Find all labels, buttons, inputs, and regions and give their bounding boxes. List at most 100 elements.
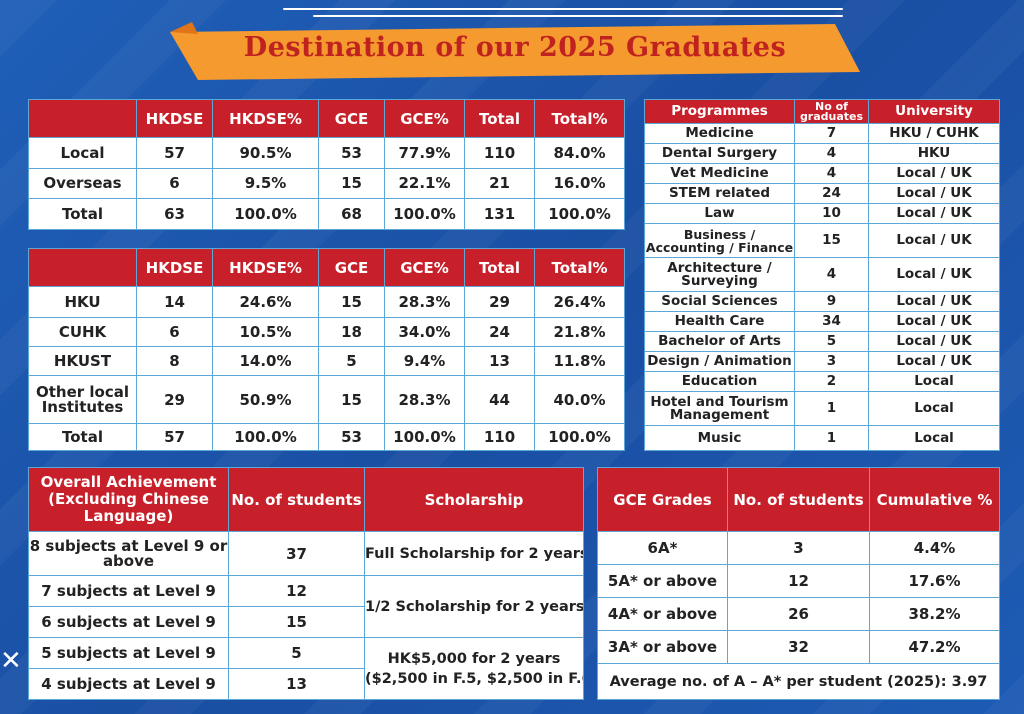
table-cell: 84.0% (534, 137, 625, 169)
local-university-table: HKDSE HKDSE% GCE GCE% Total Total% HKU 1… (28, 248, 625, 451)
table-row: Total 57 100.0% 53 100.0% 110 100.0% (28, 423, 625, 451)
table-cell: 16.0% (534, 167, 625, 200)
table-cell: Local / UK (868, 351, 1000, 372)
row-label: CUHK (28, 317, 137, 347)
programme-name: Architecture / Surveying (644, 257, 795, 292)
table-cell: 32 (727, 630, 870, 664)
decorative-lines (283, 8, 843, 22)
table-cell: 13 (464, 346, 535, 376)
table-cell: 17.6% (869, 564, 1000, 598)
table-cell: 28.3% (384, 286, 465, 318)
table-row: 6A* 3 4.4% (597, 531, 1000, 565)
table-row: 4A* or above 26 38.2% (597, 597, 1000, 631)
table-row: Overseas 6 9.5% 15 22.1% 21 16.0% (28, 167, 625, 200)
scholarship-cash-line2: ($2,500 in F.5, $2,500 in F.6) (365, 670, 584, 687)
table-cell: 44 (464, 375, 535, 424)
scholarship-full: Full Scholarship for 2 years (364, 531, 584, 576)
table-cell: 4.4% (869, 531, 1000, 565)
table-cell: 15 (318, 167, 385, 200)
table-cell: 9.5% (212, 167, 319, 200)
programme-name: Dental Surgery (644, 143, 795, 164)
programme-name: Hotel and Tourism Management (644, 391, 795, 426)
table-row: Law 10 Local / UK (644, 203, 1000, 224)
column-header: Programmes (644, 99, 795, 124)
column-header: HKDSE% (212, 99, 319, 138)
column-header: No of graduates (794, 99, 869, 124)
table-cell: 131 (464, 198, 535, 230)
table-row: Architecture / Surveying 4 Local / UK (644, 257, 1000, 292)
table-cell: 6 (136, 167, 213, 200)
table-cell: 1 (794, 391, 869, 426)
table-cell: 53 (318, 137, 385, 169)
achievement-label: 8 subjects at Level 9 or above (28, 531, 229, 576)
column-header: No. of students (228, 467, 365, 532)
programme-name: Bachelor of Arts (644, 331, 795, 352)
table-cell: 29 (464, 286, 535, 318)
table-cell: Local (868, 371, 1000, 392)
column-header: No. of students (727, 467, 870, 532)
table-cell: 1 (794, 425, 869, 451)
table-footer-row: Average no. of A – A* per student (2025)… (597, 663, 1000, 700)
scholarship-cash-line1: HK$5,000 for 2 years (387, 650, 561, 667)
table-cell: 110 (464, 423, 535, 451)
table-row: Social Sciences 9 Local / UK (644, 291, 1000, 312)
column-header: Total (464, 99, 535, 138)
column-header: Total (464, 248, 535, 287)
gce-grades-table: GCE Grades No. of students Cumulative % … (597, 467, 1000, 700)
column-header: HKDSE (136, 248, 213, 287)
table-cell: Local / UK (868, 291, 1000, 312)
table-cell: 18 (318, 317, 385, 347)
table-cell: 50.9% (212, 375, 319, 424)
table-cell: 3 (794, 351, 869, 372)
table-cell: 100.0% (534, 423, 625, 451)
page-title: Destination of our 2025 Graduates (243, 32, 787, 63)
table-row: Hotel and Tourism Management 1 Local (644, 391, 1000, 426)
table-row: 7 subjects at Level 9 12 1/2 Scholarship… (28, 575, 584, 638)
table-cell: 29 (136, 375, 213, 424)
table-row: Business / Accounting / Finance 15 Local… (644, 223, 1000, 258)
title-banner: Destination of our 2025 Graduates (170, 22, 860, 82)
programme-name: Education (644, 371, 795, 392)
table-cell: 100.0% (212, 423, 319, 451)
table-row: 6 subjects at Level 9 15 (28, 606, 584, 638)
table-cell: 9.4% (384, 346, 465, 376)
gce-grade: 3A* or above (597, 630, 728, 664)
table-cell: 34 (794, 311, 869, 332)
table-row: Design / Animation 3 Local / UK (644, 351, 1000, 372)
table-cell: 15 (794, 223, 869, 258)
destination-table: HKDSE HKDSE% GCE GCE% Total Total% Local… (28, 99, 625, 230)
table-cell: 12 (228, 575, 365, 607)
scholarship-half: 1/2 Scholarship for 2 years (364, 575, 584, 638)
table-row: 3A* or above 32 47.2% (597, 630, 1000, 664)
table-row: 8 subjects at Level 9 or above 37 Full S… (28, 531, 584, 576)
table-cell: 57 (136, 137, 213, 169)
table-cell: Local / UK (868, 183, 1000, 204)
column-header: University (868, 99, 1000, 124)
table-row: Other local Institutes 29 50.9% 15 28.3%… (28, 375, 625, 424)
achievement-label: 4 subjects at Level 9 (28, 668, 229, 700)
table-cell: 90.5% (212, 137, 319, 169)
table-cell: 10.5% (212, 317, 319, 347)
table-row: Music 1 Local (644, 425, 1000, 451)
table-cell: 5 (228, 637, 365, 669)
programmes-table: Programmes No of graduates University Me… (644, 99, 1000, 451)
row-label: Total (28, 198, 137, 230)
table-cell: 21.8% (534, 317, 625, 347)
table-cell: 7 (794, 123, 869, 144)
column-header: Cumulative % (869, 467, 1000, 532)
table-cell: 5 (794, 331, 869, 352)
table-cell: Local (868, 425, 1000, 451)
table-cell: 26 (727, 597, 870, 631)
table-cell: 34.0% (384, 317, 465, 347)
table-cell: 24 (464, 317, 535, 347)
table-row: 5A* or above 12 17.6% (597, 564, 1000, 598)
column-header: HKDSE% (212, 248, 319, 287)
table-cell: 8 (136, 346, 213, 376)
programme-name: Social Sciences (644, 291, 795, 312)
table-header-row: Programmes No of graduates University (644, 99, 1000, 124)
table-cell: 4 (794, 163, 869, 184)
gce-grade: 6A* (597, 531, 728, 565)
programme-name: Vet Medicine (644, 163, 795, 184)
table-cell: HKU / CUHK (868, 123, 1000, 144)
table-row: STEM related 24 Local / UK (644, 183, 1000, 204)
